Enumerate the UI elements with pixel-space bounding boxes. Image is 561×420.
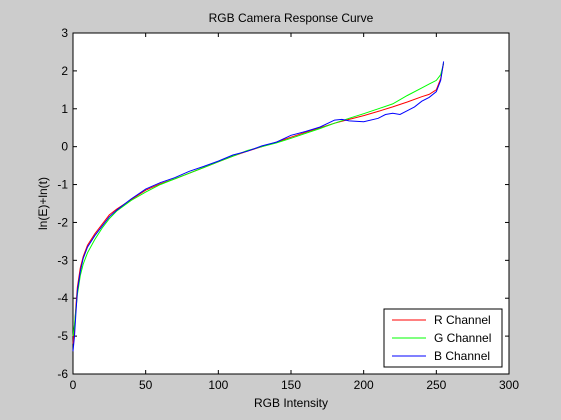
y-axis-ticks: -6 -5 -4 -3 -2 -1 0 1 2 3 (57, 26, 509, 381)
legend: R Channel G Channel B Channel (383, 308, 503, 368)
y-tick-label: 1 (61, 102, 68, 116)
y-tick-label: -3 (57, 253, 68, 267)
y-tick-label: 0 (61, 140, 68, 154)
legend-label-r-channel: R Channel (434, 313, 491, 327)
legend-label-g-channel: G Channel (434, 331, 491, 345)
x-tick-label: 150 (281, 378, 301, 392)
series-line-b-channel (72, 61, 445, 352)
y-tick-label: 3 (61, 26, 68, 40)
x-tick-label: 300 (499, 378, 519, 392)
y-tick-label: -2 (57, 215, 68, 229)
x-axis-ticks: 0 50 100 150 200 250 300 (70, 33, 519, 392)
x-tick-label: 0 (70, 378, 77, 392)
y-tick-label: -1 (57, 178, 68, 192)
x-tick-label: 50 (139, 378, 153, 392)
x-tick-label: 200 (354, 378, 374, 392)
y-tick-label: 2 (61, 64, 68, 78)
x-axis-label: RGB Intensity (254, 396, 328, 410)
y-tick-label: -4 (57, 291, 68, 305)
legend-label-b-channel: B Channel (434, 349, 490, 363)
y-axis-label: ln(E)+ln(t) (36, 177, 50, 230)
y-tick-label: -6 (57, 367, 68, 381)
y-tick-label: -5 (57, 329, 68, 343)
series-line-g-channel (72, 63, 445, 337)
x-tick-label: 100 (208, 378, 228, 392)
x-tick-label: 250 (426, 378, 446, 392)
series-layer (72, 61, 445, 352)
chart-title: RGB Camera Response Curve (209, 11, 374, 25)
